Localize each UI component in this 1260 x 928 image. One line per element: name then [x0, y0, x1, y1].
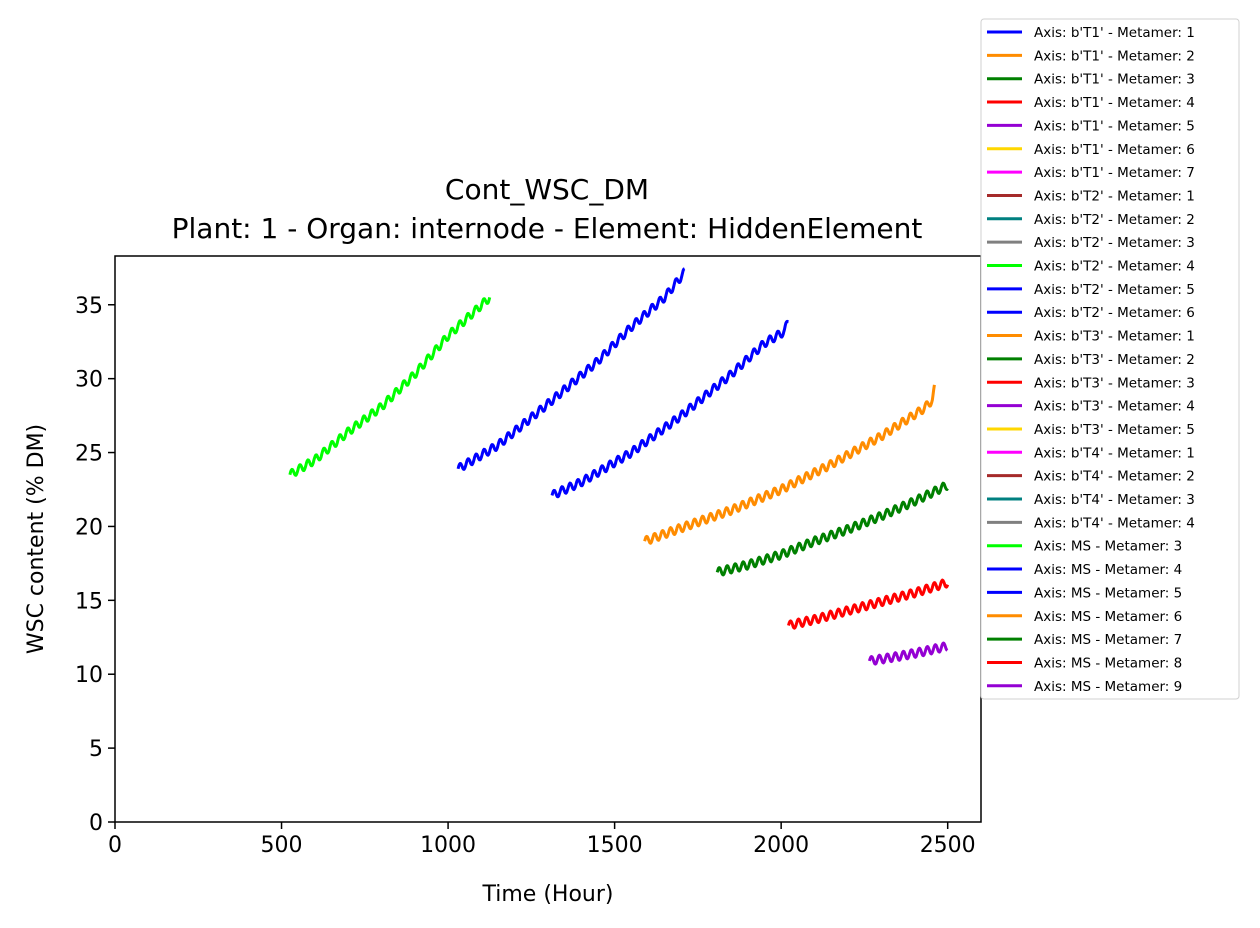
y-tick-label: 10	[75, 663, 103, 688]
y-axis: 0 5 10 15 20 25 30 35	[75, 294, 115, 836]
legend-label: Axis: b'T1' - Metamer: 4	[1034, 95, 1195, 111]
legend-label: Axis: b'T1' - Metamer: 3	[1034, 72, 1195, 88]
x-tick-label: 1000	[420, 833, 476, 858]
legend-label: Axis: b'T3' - Metamer: 4	[1034, 399, 1195, 415]
legend-label: Axis: MS - Metamer: 3	[1034, 539, 1182, 555]
plot-frame	[114, 255, 982, 823]
y-axis-label: WSC content (% DM)	[24, 424, 49, 654]
x-tick-label: 2500	[920, 833, 976, 858]
series-line	[550, 319, 790, 499]
legend-label: Axis: MS - Metamer: 7	[1034, 632, 1182, 648]
legend-label: Axis: b'T2' - Metamer: 6	[1034, 305, 1195, 321]
legend-label: Axis: b'T1' - Metamer: 5	[1034, 118, 1195, 134]
chart-subtitle: Plant: 1 - Organ: internode - Element: H…	[172, 212, 923, 245]
y-tick-label: 20	[75, 515, 103, 540]
legend: Axis: b'T1' - Metamer: 1 Axis: b'T1' - Me…	[980, 18, 1240, 700]
y-tick-label: 25	[75, 442, 103, 467]
legend-label: Axis: MS - Metamer: 4	[1034, 562, 1182, 578]
series-line	[288, 297, 492, 477]
legend-label: Axis: b'T4' - Metamer: 2	[1034, 469, 1195, 485]
legend-label: Axis: b'T2' - Metamer: 4	[1034, 259, 1195, 275]
y-tick-label: 15	[75, 589, 103, 614]
legend-label: Axis: MS - Metamer: 5	[1034, 585, 1182, 601]
y-tick-label: 30	[75, 368, 103, 393]
legend-label: Axis: b'T4' - Metamer: 4	[1034, 515, 1195, 531]
x-axis: 0 500 1000 1500 2000 2500	[108, 822, 976, 858]
legend-label: Axis: MS - Metamer: 6	[1034, 609, 1182, 625]
legend-label: Axis: b'T1' - Metamer: 7	[1034, 165, 1195, 181]
legend-label: Axis: MS - Metamer: 8	[1034, 655, 1182, 671]
legend-label: Axis: b'T1' - Metamer: 1	[1034, 25, 1195, 41]
series-layer	[288, 267, 950, 666]
legend-label: Axis: b'T4' - Metamer: 1	[1034, 445, 1195, 461]
x-tick-label: 500	[261, 833, 303, 858]
series-line	[867, 641, 949, 666]
legend-label: Axis: b'T3' - Metamer: 5	[1034, 422, 1195, 438]
x-tick-label: 1500	[587, 833, 643, 858]
legend-label: Axis: b'T2' - Metamer: 3	[1034, 235, 1195, 251]
series-line	[715, 481, 949, 577]
legend-label: Axis: b'T2' - Metamer: 1	[1034, 188, 1195, 204]
plot-area	[114, 255, 982, 823]
y-tick-label: 5	[89, 737, 103, 762]
legend-label: Axis: MS - Metamer: 9	[1034, 679, 1182, 695]
series-line	[456, 267, 686, 471]
series-line	[787, 578, 950, 630]
legend-label: Axis: b'T1' - Metamer: 2	[1034, 48, 1195, 64]
legend-label: Axis: b'T3' - Metamer: 1	[1034, 329, 1195, 345]
x-axis-label: Time (Hour)	[482, 882, 614, 907]
legend-label: Axis: b'T4' - Metamer: 3	[1034, 492, 1195, 508]
legend-items: Axis: b'T1' - Metamer: 1 Axis: b'T1' - Me…	[987, 25, 1195, 695]
x-tick-label: 0	[108, 833, 122, 858]
legend-label: Axis: b'T2' - Metamer: 5	[1034, 282, 1195, 298]
legend-label: Axis: b'T3' - Metamer: 2	[1034, 352, 1195, 368]
chart-title: Cont_WSC_DM	[445, 173, 649, 206]
y-tick-label: 35	[75, 294, 103, 319]
series-line	[643, 384, 936, 545]
legend-label: Axis: b'T1' - Metamer: 6	[1034, 142, 1195, 158]
x-tick-label: 2000	[753, 833, 809, 858]
legend-label: Axis: b'T3' - Metamer: 3	[1034, 375, 1195, 391]
legend-label: Axis: b'T2' - Metamer: 2	[1034, 212, 1195, 228]
legend-box	[980, 18, 1240, 700]
y-tick-label: 0	[89, 811, 103, 836]
